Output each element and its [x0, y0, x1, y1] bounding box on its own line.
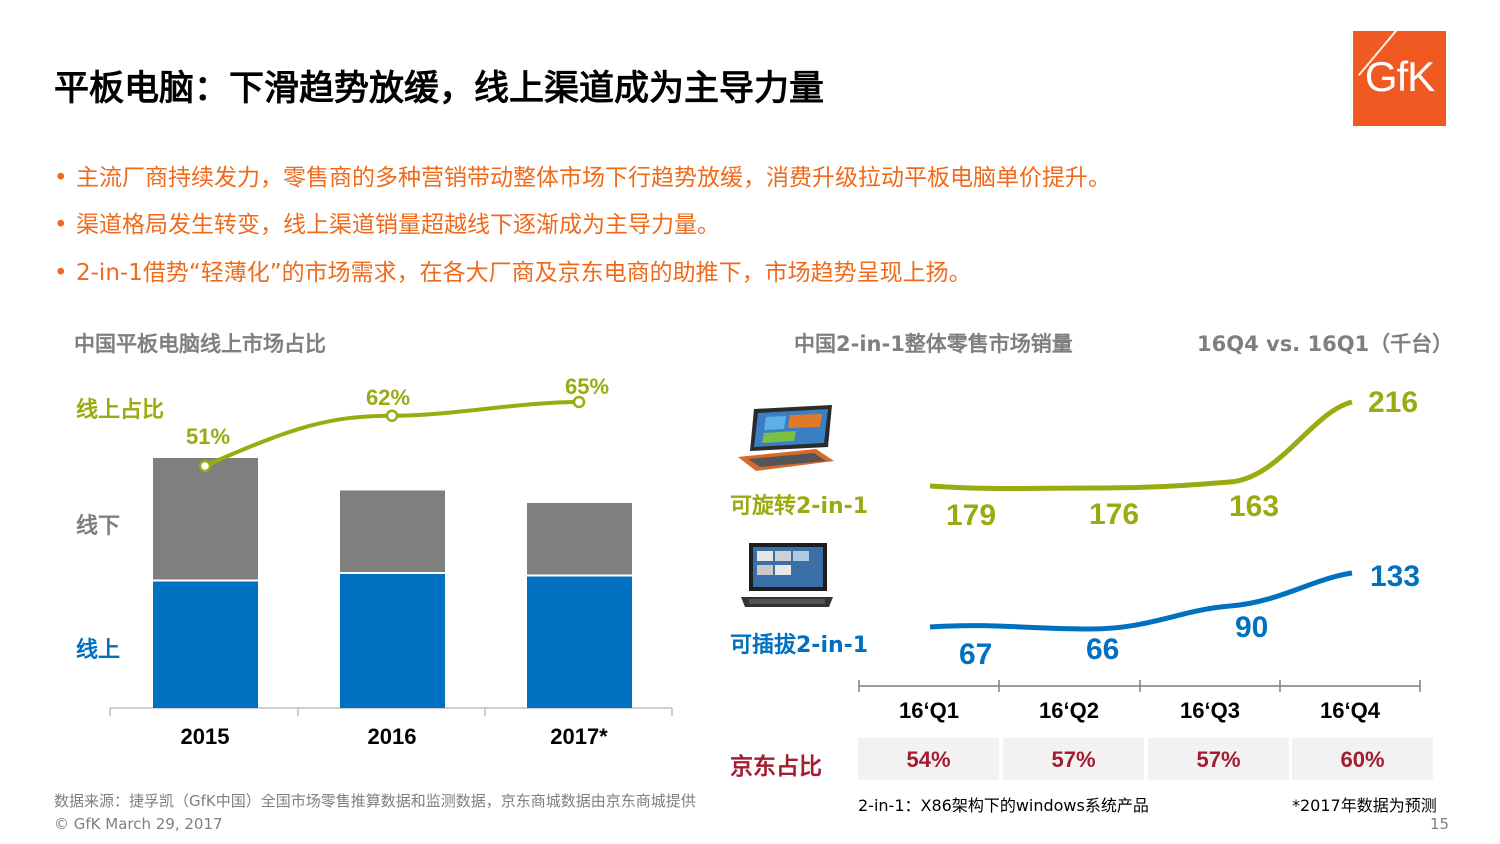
detachable-value-0: 67: [959, 638, 993, 671]
forecast-note: *2017年数据为预测: [1292, 796, 1437, 815]
page-title: 平板电脑：下滑趋势放缓，线上渠道成为主导力量: [54, 69, 825, 109]
right-line-chart: [858, 399, 1421, 692]
copyright: © GfK March 29, 2017: [54, 815, 223, 833]
detachable-2in1-label: 可插拔2-in-1: [730, 633, 869, 658]
rotatable-value-2: 163: [1229, 490, 1280, 523]
bar-offline-2015: [153, 458, 258, 581]
quarter-label-3: 16‘Q4: [1320, 698, 1380, 723]
online-label: 线上: [76, 638, 121, 663]
rotatable-line: [929, 399, 1353, 491]
jd-share-cell-0: 54%: [858, 738, 999, 780]
quarter-label-0: 16‘Q1: [899, 698, 959, 723]
definition-note: 2-in-1：X86架构下的windows系统产品: [858, 796, 1149, 815]
bullet-1: • 主流厂商持续发力，零售商的多种营销带动整体市场下行趋势放缓，消费升级拉动平板电…: [54, 165, 1111, 191]
year-label-2017*: 2017*: [550, 724, 608, 749]
year-label-2015: 2015: [180, 724, 230, 749]
source-note: 数据来源：捷孚凯（GfK中国）全国市场零售推算数据和监测数据，京东商城数据由京东…: [54, 792, 696, 810]
jd-share-cell-2: 57%: [1148, 738, 1289, 780]
share-label-2015: 51%: [186, 424, 231, 449]
share-point-2016: [385, 409, 399, 422]
bar-online-2016: [340, 573, 445, 708]
detachable-value-3: 133: [1370, 560, 1421, 593]
offline-label: 线下: [76, 514, 121, 539]
bullet-2: • 渠道格局发生转变，线上渠道销量超越线下逐渐成为主导力量。: [54, 212, 720, 238]
share-label-2016: 62%: [366, 385, 411, 410]
rotatable-value-1: 176: [1089, 498, 1140, 531]
rotatable-2in1-label: 可旋转2-in-1: [730, 494, 869, 519]
convertible-laptop-image: [736, 403, 836, 475]
right-chart-title: 中国2-in-1整体零售市场销量: [794, 332, 1073, 356]
bullet-3: • 2-in-1借势“轻薄化”的市场需求，在各大厂商及京东电商的助推下，市场趋势呈…: [54, 260, 972, 286]
jd-share-label: 京东占比: [730, 754, 822, 780]
detachable-value-1: 66: [1086, 633, 1120, 666]
detachable-laptop-image: [739, 541, 835, 611]
share-point-2017*: [572, 395, 586, 409]
year-label-2016: 2016: [367, 724, 417, 749]
detachable-value-2: 90: [1235, 611, 1269, 644]
share-point-2015: [198, 459, 212, 473]
share-label-2017*: 65%: [565, 374, 610, 399]
jd-share-cell-1: 57%: [1003, 738, 1144, 780]
bar-offline-2017*: [527, 503, 632, 576]
rotatable-value-3: 216: [1368, 386, 1419, 419]
share-label: 线上占比: [76, 398, 165, 423]
left-bar-chart: [109, 395, 673, 716]
page-number: 15: [1430, 815, 1450, 833]
rotatable-value-0: 179: [946, 499, 997, 532]
right-chart-subtitle: 16Q4 vs. 16Q1（千台）: [1197, 332, 1454, 356]
bar-offline-2016: [340, 490, 445, 573]
gfk-logo: GfK: [1353, 31, 1446, 126]
quarter-label-2: 16‘Q3: [1180, 698, 1240, 723]
quarter-label-1: 16‘Q2: [1039, 698, 1099, 723]
logo-text: GfK: [1364, 53, 1435, 100]
detachable-line: [929, 570, 1353, 632]
bar-online-2017*: [527, 575, 632, 708]
left-chart-title: 中国平板电脑线上市场占比: [74, 332, 326, 356]
jd-share-cell-3: 60%: [1292, 738, 1433, 780]
bar-online-2015: [153, 580, 258, 708]
